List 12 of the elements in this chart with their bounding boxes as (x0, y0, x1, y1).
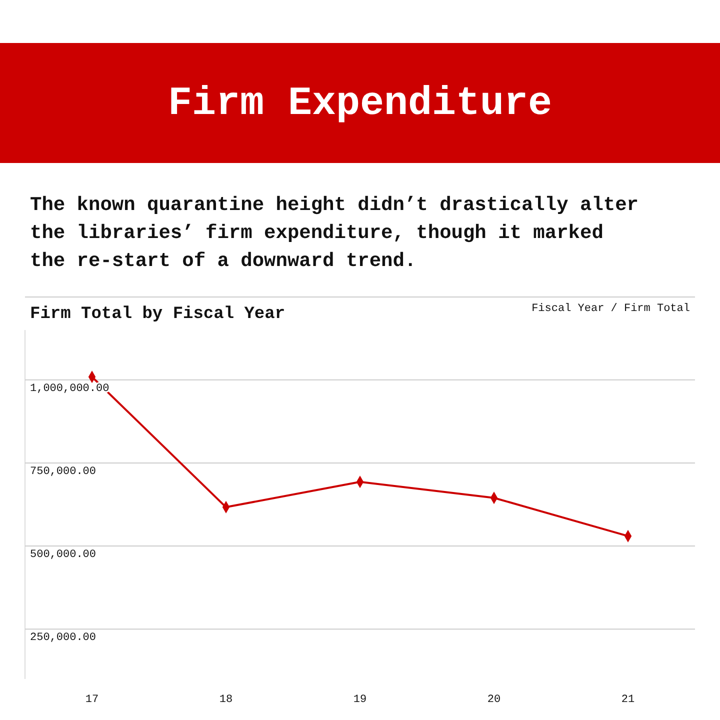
chart-subtitle: The known quarantine height didn’t drastically alter the libraries’ firm expenditure, though it marked the re-start of a downward trend. (30, 194, 638, 272)
y-tick-label: 500,000.00 (30, 549, 96, 562)
chart-title: Firm Expenditure (168, 82, 552, 127)
x-tick-label: 17 (85, 694, 99, 706)
x-tick-label: 20 (487, 694, 501, 706)
y-tick-label: 250,000.00 (30, 632, 96, 644)
y-tick-label: 750,000.00 (30, 466, 96, 478)
x-tick-label: 21 (621, 694, 635, 706)
text: Fiscal Year / Firm Total (532, 303, 690, 315)
x-tick-label: 19 (353, 694, 367, 706)
text: Firm Total by Fiscal Year (30, 305, 286, 324)
x-tick-label: 18 (219, 694, 233, 706)
